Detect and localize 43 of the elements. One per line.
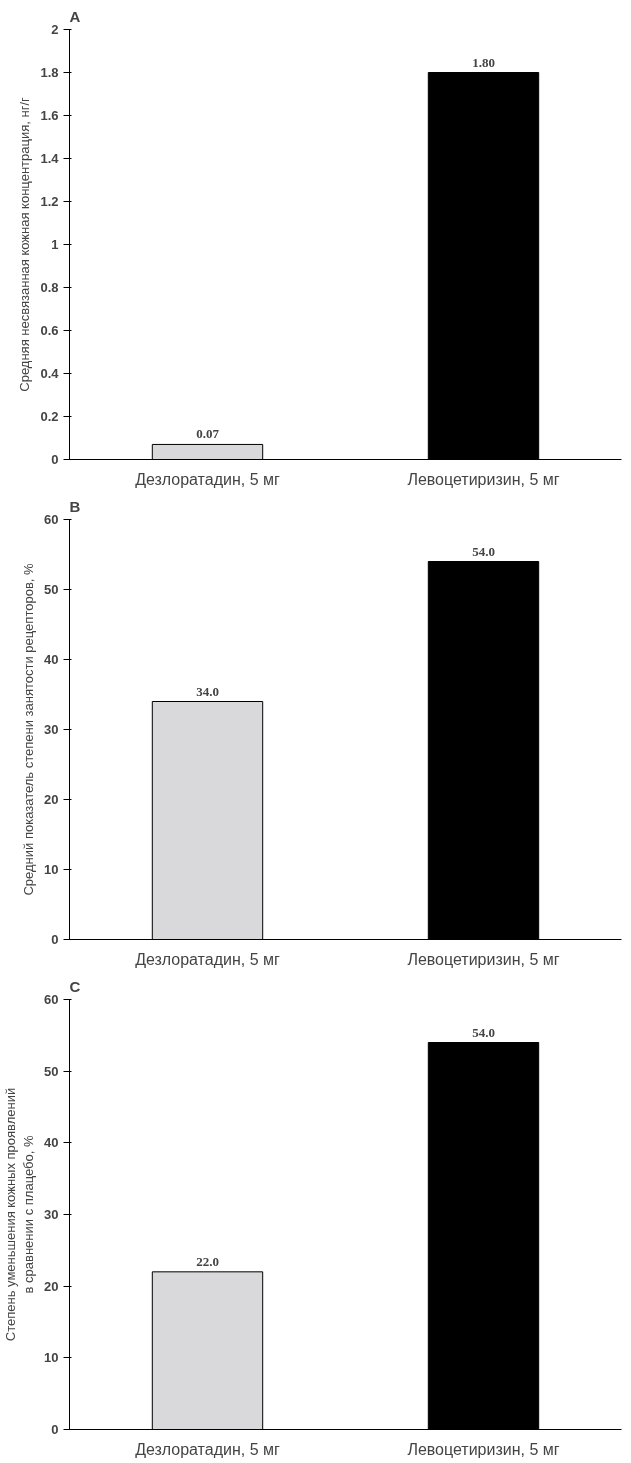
y-axis-title: Средняя несвязанная кожная концентрация, нг/г bbox=[17, 97, 33, 392]
y-tick-label: 1.6 bbox=[40, 108, 59, 123]
y-tick-label: 0.6 bbox=[40, 323, 59, 338]
y-tick-label: 40 bbox=[44, 1135, 59, 1151]
y-tick-label: 40 bbox=[44, 652, 59, 667]
chart-title: B bbox=[69, 497, 81, 515]
y-tick-label: 0.8 bbox=[40, 280, 59, 295]
chart-title: C bbox=[69, 977, 81, 995]
y-tick-label: 10 bbox=[44, 862, 59, 877]
data-label: 34.0 bbox=[196, 683, 219, 699]
y-tick-label: 1.2 bbox=[40, 194, 59, 209]
x-tick-label: Левоцетиризин, 5 мг bbox=[407, 1440, 560, 1458]
y-tick-label: 1.8 bbox=[40, 65, 59, 80]
data-label: 54.0 bbox=[472, 1024, 495, 1040]
y-tick-label: 20 bbox=[44, 792, 59, 807]
y-tick-label: 10 bbox=[44, 1350, 59, 1366]
y-tick-label: 30 bbox=[44, 1207, 59, 1222]
x-tick-label: Левоцетиризин, 5 мг bbox=[407, 470, 560, 488]
y-tick-label: 1 bbox=[51, 237, 59, 252]
data-label: 22.0 bbox=[196, 1253, 219, 1269]
y-tick-label: 50 bbox=[44, 1063, 59, 1079]
chart-title: A bbox=[69, 7, 81, 25]
y-tick-label: 30 bbox=[44, 722, 59, 737]
y-axis-title: Степень уменьшения кожных проявлений в сравнении с плацебо, % bbox=[3, 1087, 37, 1342]
x-tick-label: Дезлоратадин, 5 мг bbox=[135, 1440, 280, 1458]
y-tick-label: 60 bbox=[44, 992, 59, 1007]
x-tick-label: Дезлоратадин, 5 мг bbox=[135, 470, 280, 488]
data-label: 54.0 bbox=[472, 543, 495, 559]
y-tick-label: 0 bbox=[51, 452, 59, 467]
y-tick-label: 1.4 bbox=[40, 151, 60, 166]
y-tick-label: 0.2 bbox=[40, 409, 59, 424]
y-tick-label: 0 bbox=[51, 932, 59, 947]
data-label: 0.07 bbox=[196, 426, 220, 442]
y-tick-label: 0 bbox=[51, 1422, 59, 1437]
y-axis-title: Средний показатель степени занятости рецепторов, % bbox=[21, 563, 37, 896]
x-tick-label: Левоцетиризин, 5 мг bbox=[407, 950, 560, 968]
y-tick-label: 0.4 bbox=[40, 366, 60, 381]
y-tick-label: 60 bbox=[44, 512, 59, 527]
y-tick-label: 50 bbox=[44, 582, 59, 597]
x-tick-label: Дезлоратадин, 5 мг bbox=[135, 950, 280, 968]
y-tick-label: 20 bbox=[44, 1278, 59, 1294]
y-tick-label: 2 bbox=[51, 22, 59, 37]
data-label: 1.80 bbox=[472, 54, 495, 70]
